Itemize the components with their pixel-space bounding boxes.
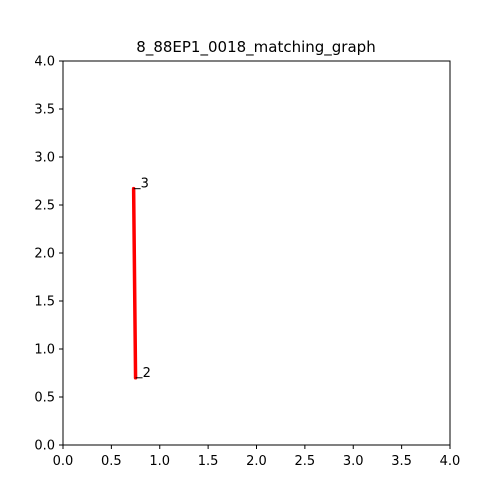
x-tick-label: 0.5	[101, 454, 122, 469]
y-tick-label: 1.0	[34, 343, 55, 358]
node-label: 2	[143, 366, 151, 381]
plot-area	[62, 60, 451, 446]
graph-edge	[131, 186, 138, 380]
x-tick-label: 1.5	[198, 454, 219, 469]
x-tick-label: 1.0	[149, 454, 170, 469]
x-tick-label: 3.0	[343, 454, 364, 469]
x-tick-label: 2.0	[246, 454, 267, 469]
y-tick-label: 3.5	[34, 103, 55, 118]
y-tick-label: 1.5	[34, 295, 55, 310]
node-label: 3	[141, 177, 149, 192]
x-tick-label: 4.0	[440, 454, 461, 469]
graph-edges	[131, 186, 138, 380]
y-tick-label: 0.0	[34, 439, 55, 454]
y-tick-label: 2.5	[34, 199, 55, 214]
chart-title: 8_88EP1_0018_matching_graph	[136, 38, 375, 57]
y-tick-label: 2.0	[34, 247, 55, 262]
y-axis: 0.0 0.5 1.0 1.5 2.0 2.5 3.0 3.5 4.0	[34, 55, 63, 454]
graph-nodes: 32	[132, 177, 151, 381]
y-tick-label: 3.0	[34, 151, 55, 166]
x-tick-label: 0.0	[53, 454, 74, 469]
x-tick-label: 3.5	[391, 454, 412, 469]
y-tick-label: 4.0	[34, 55, 55, 70]
x-axis: 0.0 0.5 1.0 1.5 2.0 2.5 3.0 3.5 4.0	[53, 445, 461, 469]
y-tick-label: 0.5	[34, 391, 55, 406]
x-tick-label: 2.5	[295, 454, 316, 469]
